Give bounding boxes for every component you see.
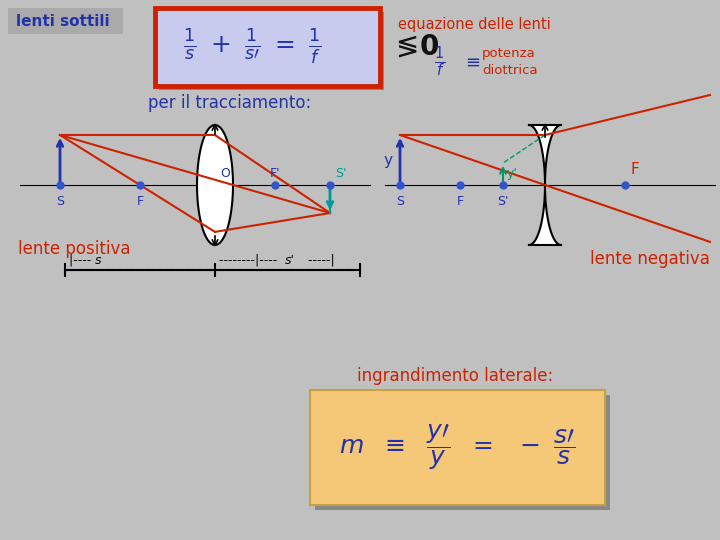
Text: --------|----: --------|----	[219, 254, 282, 267]
Text: $\frac{1}{f}$: $\frac{1}{f}$	[434, 45, 446, 79]
Polygon shape	[197, 125, 233, 245]
Text: per il tracciamento:: per il tracciamento:	[148, 94, 312, 112]
Bar	[315, 395, 610, 510]
Bar	[8, 8, 123, 34]
Text: -----|: -----|	[300, 254, 335, 267]
Text: F: F	[136, 195, 143, 208]
Text: potenza: potenza	[482, 48, 536, 60]
Text: S: S	[56, 195, 64, 208]
Text: ingrandimento laterale:: ingrandimento laterale:	[357, 367, 553, 385]
Text: |----: |----	[69, 254, 95, 267]
Text: F: F	[456, 195, 464, 208]
Text: lenti sottili: lenti sottili	[16, 14, 109, 29]
Text: diottrica: diottrica	[482, 64, 538, 77]
Text: $\frac{1}{s}\ +\ \frac{1}{s\prime}\ =\ \frac{1}{f}$: $\frac{1}{s}\ +\ \frac{1}{s\prime}\ =\ \…	[184, 28, 322, 66]
Text: s': s'	[285, 254, 295, 267]
Bar	[159, 12, 384, 90]
Text: s: s	[95, 254, 102, 267]
Bar	[310, 390, 605, 505]
Text: S': S'	[335, 167, 346, 180]
Text: equazione delle lenti: equazione delle lenti	[398, 17, 551, 32]
Text: lente negativa: lente negativa	[590, 250, 710, 268]
Text: O: O	[220, 167, 230, 180]
Text: y': y'	[507, 167, 518, 180]
Text: S': S'	[498, 195, 509, 208]
Text: $\lessgtr\!\mathbf{0}$: $\lessgtr\!\mathbf{0}$	[390, 33, 439, 61]
Text: lente positiva: lente positiva	[18, 240, 130, 258]
Text: y: y	[383, 152, 392, 167]
Text: F': F'	[270, 167, 280, 180]
Text: F: F	[630, 162, 639, 177]
Text: $m\ \ \equiv\ \ \dfrac{y\prime}{y}\ \ =\ \ -\ \dfrac{s\prime}{s}$: $m\ \ \equiv\ \ \dfrac{y\prime}{y}\ \ =\…	[339, 423, 575, 472]
Text: $\equiv$: $\equiv$	[462, 53, 481, 71]
Bar	[155, 8, 380, 86]
Polygon shape	[529, 125, 561, 245]
Text: S: S	[396, 195, 404, 208]
